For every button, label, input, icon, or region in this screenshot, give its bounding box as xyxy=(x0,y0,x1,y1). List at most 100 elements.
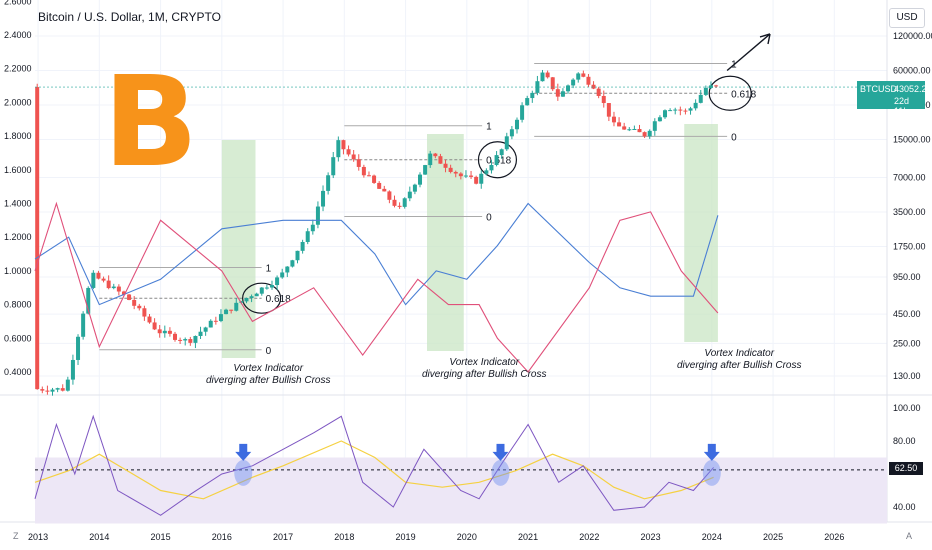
candle-body-130 xyxy=(698,94,703,103)
fib-label-3-mid: 0.618 xyxy=(731,89,756,100)
candle-body-40 xyxy=(239,301,244,303)
corner-right-label[interactable]: A xyxy=(906,531,913,541)
price-tick-120000.00: 120000.00 xyxy=(893,31,932,41)
candle-body-122 xyxy=(657,117,662,122)
candle-body-53 xyxy=(305,231,310,242)
candle-body-62 xyxy=(351,154,356,160)
candle-body-32 xyxy=(198,331,203,336)
candle-body-70 xyxy=(392,199,397,206)
x-tick-2026: 2026 xyxy=(824,532,844,542)
candle-body-78 xyxy=(433,153,438,157)
rsi-line xyxy=(34,414,714,516)
x-tick-2013: 2013 xyxy=(28,532,48,542)
candle-body-2 xyxy=(45,390,50,392)
fib-label-1-zero: 0 xyxy=(266,346,272,357)
price-tick-950.00: 950.00 xyxy=(893,272,921,282)
fib-label-3-zero: 0 xyxy=(731,132,737,143)
candle-body-132 xyxy=(708,85,713,88)
fib-circle-1 xyxy=(242,282,282,314)
price-tick-60000.00: 60000.00 xyxy=(893,66,931,76)
candle-body-60 xyxy=(341,140,346,150)
candle-body-104 xyxy=(566,85,571,92)
price-tick-250.00: 250.00 xyxy=(893,338,921,348)
rsi-tick-100.00: 100.00 xyxy=(893,403,921,413)
candle-body-81 xyxy=(448,167,453,172)
currency-button[interactable]: USD xyxy=(889,8,925,28)
candle-body-110 xyxy=(596,88,601,96)
candle-body-63 xyxy=(356,159,361,167)
vortex-tick-1.8000: 1.8000 xyxy=(4,131,32,141)
candle-body-19 xyxy=(132,299,137,306)
candle-body-36 xyxy=(218,314,223,322)
candle-body-43 xyxy=(254,293,259,297)
x-tick-2017: 2017 xyxy=(273,532,293,542)
candle-body-114 xyxy=(617,122,622,127)
candle-body-89 xyxy=(489,164,494,171)
candle-body-112 xyxy=(606,103,611,117)
candle-body-48 xyxy=(280,272,285,278)
candle-body-5 xyxy=(60,388,65,391)
vortex-tick-2.4000: 2.4000 xyxy=(4,30,32,40)
candle-body-10 xyxy=(86,287,91,314)
candle-body-116 xyxy=(627,129,632,131)
corner-left-label[interactable]: Z xyxy=(13,531,19,541)
candle-body-128 xyxy=(688,108,693,111)
candle-body-56 xyxy=(321,190,326,207)
price-tag-price: 43052.20 xyxy=(894,84,932,94)
x-tick-2023: 2023 xyxy=(641,532,661,542)
candle-body-72 xyxy=(402,198,407,207)
candle-body-37 xyxy=(224,309,229,315)
vortex-zones xyxy=(221,124,718,358)
candle-body-13 xyxy=(101,278,106,281)
candle-body-57 xyxy=(326,175,331,191)
candle-body-16 xyxy=(116,286,121,292)
candle-body-6 xyxy=(65,379,70,391)
candle-body-100 xyxy=(545,72,550,78)
candle-body-79 xyxy=(438,156,443,164)
candle-body-113 xyxy=(611,116,616,123)
vortex-tick-2.2000: 2.2000 xyxy=(4,64,32,74)
vortex-tick-1.0000: 1.0000 xyxy=(4,266,32,276)
rsi-marker-blob-1 xyxy=(234,459,253,486)
candle-body-105 xyxy=(571,79,576,86)
candle-body-54 xyxy=(310,224,315,232)
candle-body-3 xyxy=(50,389,55,392)
candle-body-85 xyxy=(469,175,474,177)
candle-body-49 xyxy=(285,266,290,273)
candle-body-39 xyxy=(234,302,239,311)
candle-body-108 xyxy=(586,76,591,85)
candle-body-45 xyxy=(264,287,269,289)
fib-label-2-mid: 0.618 xyxy=(486,156,511,167)
candle-body-12 xyxy=(96,272,101,279)
candle-body-7 xyxy=(70,359,75,380)
price-tag: BTCUSD 43052.20 22d 11h xyxy=(857,81,932,116)
candle-body-64 xyxy=(361,166,366,176)
candle-body-8 xyxy=(76,336,81,360)
candle-body-118 xyxy=(637,128,642,133)
candle-body-31 xyxy=(193,335,198,343)
rsi-marker-blob-3 xyxy=(702,459,721,486)
candle-body-119 xyxy=(642,132,647,137)
candle-body-109 xyxy=(591,84,596,89)
price-tag-symbol: BTCUSD xyxy=(860,84,898,94)
candle-body-23 xyxy=(152,322,157,330)
candle-body-96 xyxy=(525,98,530,106)
candle-body-103 xyxy=(560,91,565,97)
candle-body-82 xyxy=(453,171,458,174)
candle-body-41 xyxy=(244,297,249,302)
fib-label-1-mid: 0.618 xyxy=(266,294,291,305)
candle-body-42 xyxy=(249,296,254,298)
candle-body-20 xyxy=(137,305,142,309)
projection-arrow-line xyxy=(726,33,771,72)
x-tick-2019: 2019 xyxy=(396,532,416,542)
candle-body-67 xyxy=(377,182,382,189)
candle-body-38 xyxy=(229,309,234,311)
candle-body-106 xyxy=(576,73,581,80)
fib-circle-3 xyxy=(708,75,752,111)
candle-body-127 xyxy=(683,110,688,112)
candle-body-92 xyxy=(504,136,509,150)
candle-body-27 xyxy=(173,333,178,340)
candle-body-50 xyxy=(290,260,295,267)
fib-label-2-one: 1 xyxy=(486,122,492,133)
